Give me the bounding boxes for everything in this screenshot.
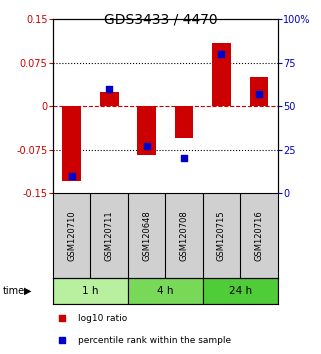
Bar [250,77,268,106]
Text: GSM120708: GSM120708 [179,210,188,261]
Point [181,155,187,161]
Bar [62,106,81,181]
Bar [128,278,203,304]
Bar [175,106,193,138]
Text: GSM120715: GSM120715 [217,210,226,261]
Text: 24 h: 24 h [229,286,252,296]
Text: log10 ratio: log10 ratio [78,314,127,323]
Point [59,315,65,321]
Text: ▶: ▶ [23,286,31,296]
Point [144,143,149,149]
Text: GSM120648: GSM120648 [142,210,151,261]
Text: time: time [3,286,25,296]
Point [59,337,65,343]
Bar [53,278,128,304]
Bar [100,92,118,106]
Text: 1 h: 1 h [82,286,99,296]
Text: percentile rank within the sample: percentile rank within the sample [78,336,231,345]
Text: GSM120716: GSM120716 [255,210,264,261]
Point [69,173,74,178]
Bar [203,278,278,304]
Text: GDS3433 / 4470: GDS3433 / 4470 [104,12,217,27]
Point [256,91,262,97]
Text: GSM120710: GSM120710 [67,210,76,261]
Point [219,51,224,57]
Bar [137,106,156,155]
Text: 4 h: 4 h [157,286,174,296]
Text: GSM120711: GSM120711 [105,210,114,261]
Point [107,86,112,92]
Bar [212,42,231,106]
